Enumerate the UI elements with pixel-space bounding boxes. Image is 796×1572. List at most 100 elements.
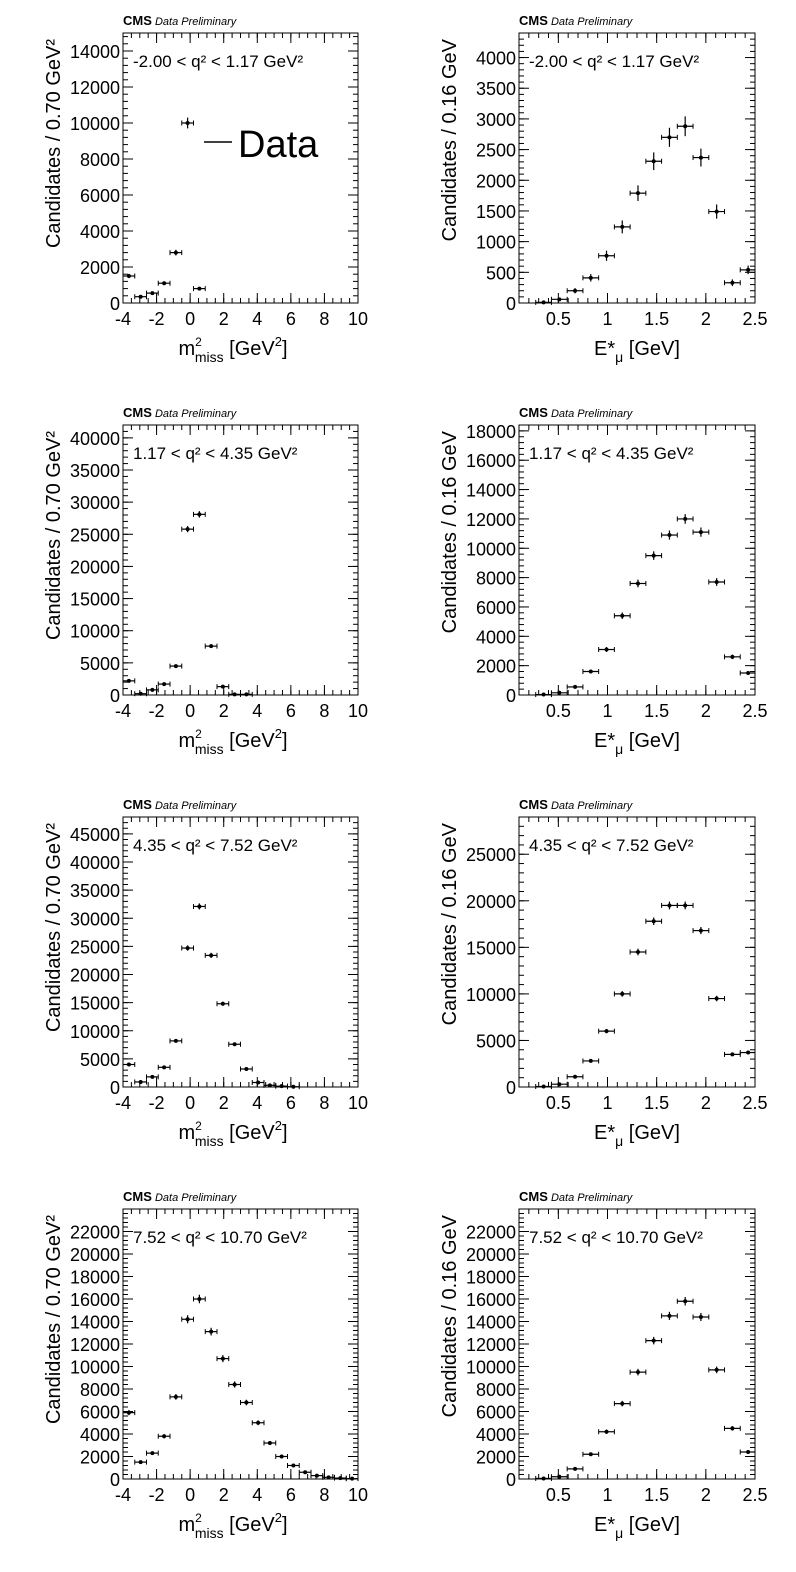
data-point (181, 1315, 194, 1324)
status-label: Data Preliminary (152, 16, 238, 28)
marker (557, 690, 562, 695)
y-tick-label: 5000 (80, 1050, 120, 1070)
x-tick-label: 2.5 (742, 701, 767, 721)
chart-panel-3: CMS Data Preliminary-4 -2 0 2 4 6 8 10050001000… (43, 405, 368, 757)
marker (573, 288, 578, 293)
data-point (535, 1475, 552, 1481)
x-axis-label: m2 miss [GeV2] (178, 1510, 287, 1541)
x-tick-label: 0.5 (546, 701, 571, 721)
data-point (169, 1038, 183, 1044)
x-label-sub: miss (195, 741, 224, 757)
y-tick-label: 22000 (466, 1223, 516, 1243)
x-label-unit: [GeV (224, 1122, 276, 1144)
marker (209, 644, 214, 649)
marker (314, 1473, 319, 1478)
marker (651, 553, 656, 558)
x-tick-label: 4 (252, 309, 262, 329)
marker (185, 527, 190, 532)
marker (326, 1475, 331, 1480)
data-point (228, 1041, 241, 1047)
data-point (692, 1312, 710, 1322)
y-tick-label: 14000 (466, 1313, 516, 1333)
x-tick-label: -4 (115, 701, 131, 721)
y-tick-label: 6000 (80, 186, 120, 206)
y-tick-label: 10000 (70, 1022, 120, 1042)
y-tick-label: 0 (506, 686, 516, 706)
marker (232, 1042, 237, 1047)
data-point (134, 294, 147, 300)
marker (138, 294, 143, 299)
y-tick-label: 15000 (70, 994, 120, 1014)
data-point (298, 1469, 312, 1475)
marker (173, 250, 178, 255)
x-tick-label: 2 (701, 701, 711, 721)
y-tick-label: 4000 (476, 627, 516, 647)
x-label-sub: miss (195, 1525, 224, 1541)
q2-range-label: -2.00 < q² < 1.17 GeV² (529, 52, 699, 71)
x-tick-label: -2 (149, 1093, 165, 1113)
data-point (566, 1466, 584, 1472)
marker (651, 159, 656, 164)
marker (604, 253, 609, 258)
cms-header: CMS Data Preliminary (519, 405, 634, 420)
data-point (613, 991, 631, 997)
x-tick-label: 4 (252, 1485, 262, 1505)
y-tick-label: 25000 (70, 525, 120, 545)
data-point (122, 273, 136, 279)
marker (730, 654, 735, 659)
marker (173, 1394, 178, 1399)
chart-panel-5: CMS Data Preliminary-4 -2 0 2 4 6 8 10050001000… (43, 797, 368, 1149)
marker (604, 647, 609, 652)
marker (291, 1084, 296, 1089)
marker (714, 580, 719, 585)
marker (185, 121, 190, 125)
y-tick-label: 12000 (466, 510, 516, 530)
data-point (708, 1366, 726, 1374)
y-axis-label: Candidates / 0.70 GeV² (43, 1215, 65, 1424)
data-point (550, 296, 568, 302)
x-label-main: E* (594, 338, 615, 360)
marker (338, 1476, 343, 1481)
y-tick-label: 3000 (476, 110, 516, 130)
plot-frame (518, 424, 756, 696)
y-axis-label: Candidates / 0.16 GeV (439, 430, 461, 633)
marker (197, 286, 202, 291)
data-point (146, 290, 159, 296)
y-tick-label: 0 (506, 294, 516, 314)
x-axis-label: m2 miss [GeV2] (178, 334, 287, 365)
x-tick-label: 0 (185, 1093, 195, 1113)
data-point (739, 265, 756, 275)
data-point (122, 678, 136, 684)
marker (541, 300, 546, 305)
marker (162, 281, 167, 286)
marker (730, 1426, 735, 1431)
marker (714, 1367, 719, 1372)
x-tick-label: 2 (219, 701, 229, 721)
data-point (228, 1381, 241, 1388)
x-axis-label: E*μ [GeV] (594, 1122, 680, 1149)
marker (220, 684, 225, 689)
data-point (724, 1051, 741, 1057)
marker (244, 692, 249, 697)
x-label-unit-sup: 2 (275, 1118, 282, 1133)
marker (126, 274, 131, 278)
data-point (629, 948, 647, 956)
marker (267, 1441, 272, 1445)
y-tick-label: 22000 (70, 1223, 120, 1243)
x-label-unit: [GeV] (623, 338, 680, 360)
data-point (724, 1425, 741, 1431)
marker (173, 1038, 178, 1043)
marker (162, 1434, 167, 1439)
cms-header: CMS Data Preliminary (123, 797, 238, 812)
marker (303, 1470, 308, 1475)
x-tick-label: 6 (286, 1093, 296, 1113)
y-tick-label: 14000 (70, 1313, 120, 1333)
x-tick-label: 6 (286, 1485, 296, 1505)
y-tick-label: 2000 (476, 171, 516, 191)
x-label-unit: [GeV (224, 338, 276, 360)
data-point (181, 945, 194, 951)
x-tick-label: 4 (252, 701, 262, 721)
marker (557, 1082, 562, 1087)
x-tick-label: 6 (286, 309, 296, 329)
